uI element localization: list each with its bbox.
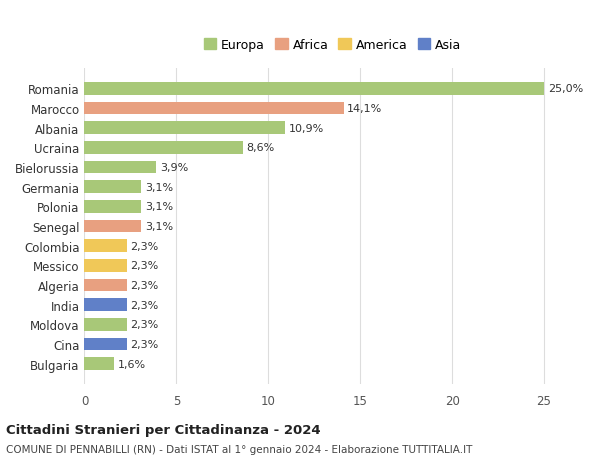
Legend: Europa, Africa, America, Asia: Europa, Africa, America, Asia — [199, 34, 466, 56]
Text: 2,3%: 2,3% — [130, 300, 158, 310]
Bar — [85, 181, 142, 194]
Text: 10,9%: 10,9% — [289, 123, 324, 134]
Text: 2,3%: 2,3% — [130, 280, 158, 291]
Bar — [85, 161, 156, 174]
Text: 3,9%: 3,9% — [160, 162, 188, 173]
Text: 3,1%: 3,1% — [145, 182, 173, 192]
Text: 1,6%: 1,6% — [118, 359, 146, 369]
Text: 3,1%: 3,1% — [145, 202, 173, 212]
Bar — [85, 318, 127, 331]
Text: 2,3%: 2,3% — [130, 339, 158, 349]
Text: 2,3%: 2,3% — [130, 261, 158, 271]
Bar — [85, 338, 127, 351]
Text: 2,3%: 2,3% — [130, 319, 158, 330]
Text: Cittadini Stranieri per Cittadinanza - 2024: Cittadini Stranieri per Cittadinanza - 2… — [6, 423, 320, 436]
Text: 8,6%: 8,6% — [246, 143, 274, 153]
Text: 14,1%: 14,1% — [347, 104, 383, 114]
Bar — [85, 220, 142, 233]
Bar — [85, 279, 127, 292]
Text: 3,1%: 3,1% — [145, 222, 173, 231]
Bar — [85, 122, 285, 135]
Bar — [85, 358, 114, 370]
Bar — [85, 201, 142, 213]
Bar — [85, 240, 127, 252]
Bar — [85, 142, 242, 154]
Bar — [85, 102, 344, 115]
Bar — [85, 299, 127, 311]
Text: 25,0%: 25,0% — [548, 84, 583, 94]
Text: COMUNE DI PENNABILLI (RN) - Dati ISTAT al 1° gennaio 2024 - Elaborazione TUTTITA: COMUNE DI PENNABILLI (RN) - Dati ISTAT a… — [6, 444, 472, 454]
Bar — [85, 83, 544, 95]
Bar — [85, 259, 127, 272]
Text: 2,3%: 2,3% — [130, 241, 158, 251]
